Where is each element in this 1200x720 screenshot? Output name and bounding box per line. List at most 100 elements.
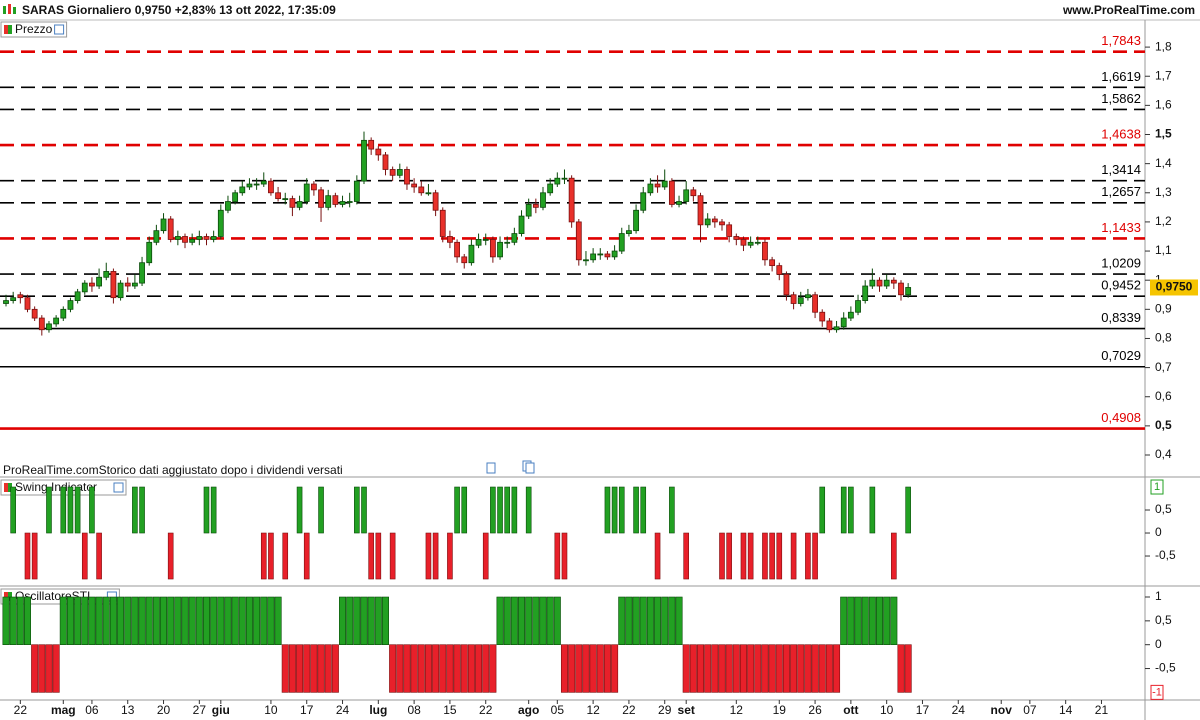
- indicator-bar: [88, 596, 96, 645]
- candle-body: [719, 221, 725, 226]
- indicator-bar: [769, 532, 775, 580]
- indicator-bar: [203, 486, 210, 534]
- candle-body: [626, 230, 632, 234]
- candle-body: [819, 311, 826, 322]
- x-tick-label: 20: [157, 703, 171, 717]
- candle-body: [683, 189, 690, 202]
- indicator-bar: [210, 486, 217, 534]
- candle-body: [332, 195, 339, 205]
- candle-body: [711, 218, 718, 223]
- indicator-bar: [38, 644, 46, 693]
- candle-body: [826, 320, 833, 331]
- indicator-bar: [561, 532, 568, 580]
- settings-icon[interactable]: [54, 24, 65, 35]
- indicator-bar: [368, 532, 374, 580]
- indicator-bar: [432, 644, 440, 693]
- candle-body: [640, 192, 647, 211]
- indicator-bar: [354, 486, 360, 534]
- indicator-bar: [560, 644, 568, 693]
- doc-icons[interactable]: [486, 460, 535, 474]
- x-tick-label: 06: [85, 703, 99, 717]
- x-tick-label: mag: [51, 703, 76, 717]
- indicator-bar: [897, 644, 905, 693]
- indicator-bar: [890, 596, 898, 645]
- candle-body: [511, 233, 518, 243]
- indicator-bar: [518, 596, 526, 645]
- candle-body: [840, 317, 847, 328]
- indicator-bar: [525, 596, 533, 645]
- candle-body: [547, 183, 554, 194]
- x-tick-label: 27: [193, 703, 207, 717]
- candle-body: [46, 323, 52, 331]
- indicator-bar: [805, 532, 811, 580]
- candle-body: [439, 209, 446, 237]
- level-label: 0,7029: [1101, 348, 1141, 363]
- indicator-bar: [812, 532, 818, 580]
- indicator-bar: [174, 596, 182, 645]
- candle-body: [196, 236, 203, 240]
- indicator-bar: [31, 532, 38, 580]
- indicator-bar: [145, 596, 153, 645]
- candle-body: [361, 139, 367, 182]
- indicator-bar: [768, 644, 776, 693]
- indicator-bar: [210, 596, 218, 645]
- last-price-label: 0,9750: [1156, 280, 1193, 294]
- indicator-bar: [253, 596, 261, 645]
- candle-body: [590, 253, 597, 261]
- candle-body: [253, 183, 260, 186]
- last-value-label: 1: [1154, 481, 1160, 493]
- indicator-bar: [296, 644, 304, 693]
- indicator-bar: [891, 532, 897, 580]
- candle-body: [905, 287, 912, 296]
- indicator-bar: [582, 644, 590, 693]
- level-label: 1,1433: [1101, 220, 1141, 235]
- indicator-bar: [482, 644, 490, 693]
- settings-icon[interactable]: [113, 482, 124, 493]
- candle-body: [561, 177, 568, 180]
- indicator-bar: [790, 644, 798, 693]
- indicator-bar: [46, 486, 52, 534]
- x-tick-label: ago: [518, 703, 539, 717]
- candle-body: [232, 192, 239, 202]
- indicator-bar: [497, 486, 503, 534]
- x-tick-label: lug: [369, 703, 387, 717]
- y-tick-label: 0,7: [1155, 360, 1172, 374]
- indicator-bar: [811, 644, 819, 693]
- indicator-bar: [847, 596, 855, 645]
- x-tick-label: 26: [808, 703, 822, 717]
- candle-body: [89, 282, 95, 287]
- indicator-bar: [762, 532, 768, 580]
- y-tick-label: 0: [1155, 637, 1162, 651]
- indicator-bar: [467, 644, 475, 693]
- y-tick-label: -0,5: [1155, 548, 1176, 562]
- candle-body: [17, 294, 24, 299]
- indicator-bar: [432, 532, 439, 580]
- candle-body: [53, 317, 60, 325]
- indicator-bar: [840, 486, 847, 534]
- indicator-bar: [303, 644, 311, 693]
- indicator-bar: [238, 596, 246, 645]
- indicator-bar: [747, 532, 754, 580]
- candle-body: [883, 279, 890, 287]
- candle-body: [189, 238, 196, 243]
- indicator-bar: [797, 644, 805, 693]
- indicator-bar: [66, 596, 74, 645]
- y-tick-label: 1,8: [1155, 39, 1172, 53]
- y-tick-label: 0,8: [1155, 331, 1172, 345]
- indicator-bar: [89, 486, 95, 534]
- x-tick-label: 19: [773, 703, 787, 717]
- candle-body: [597, 253, 604, 256]
- indicator-bar: [668, 596, 676, 645]
- indicator-bar: [281, 644, 289, 693]
- indicator-bar: [503, 596, 511, 645]
- panel-title: Prezzo: [15, 22, 53, 36]
- level-label: 0,4908: [1101, 410, 1141, 425]
- indicator-bar: [725, 644, 733, 693]
- candle-body: [389, 169, 396, 176]
- header-site[interactable]: www.ProRealTime.com: [1062, 3, 1195, 17]
- y-tick-label: -0,5: [1155, 661, 1176, 675]
- indicator-bar: [217, 596, 225, 645]
- indicator-bar: [10, 486, 16, 534]
- y-tick-label: 0: [1155, 525, 1162, 539]
- candle-body: [812, 294, 818, 313]
